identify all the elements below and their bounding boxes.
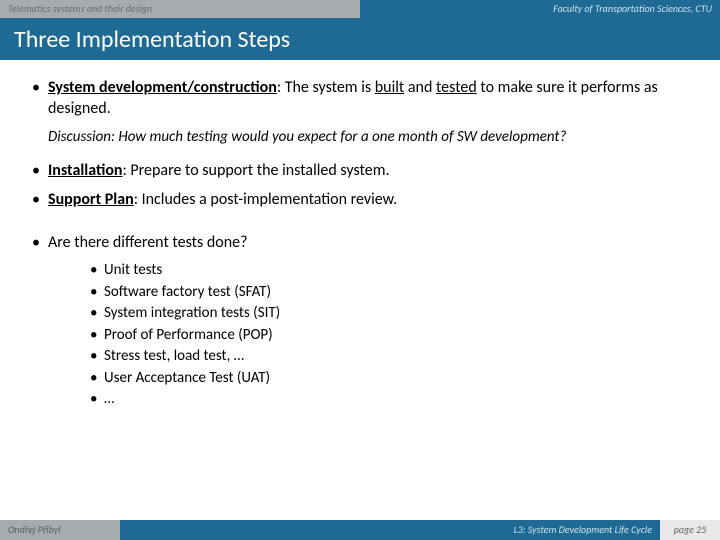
bullet-1-u2: tested — [436, 78, 477, 97]
footer-author: Ondřej Přibyl — [0, 520, 120, 540]
bullet-3-label: Support Plan — [48, 190, 134, 209]
bullet-1-u1: built — [375, 78, 405, 97]
sub-item-4a: Stress test, load test, … — [90, 347, 690, 367]
footer-lecture: L3: System Development Life Cycle — [120, 520, 660, 540]
bullet-4: Are there different tests done? — [30, 233, 690, 254]
header-bar: Telematics systems and their design Facu… — [0, 0, 720, 18]
slide-content: System development/construction: The sys… — [0, 60, 720, 410]
bullet-1-mid: and — [404, 78, 436, 97]
sub-list: Unit tests Software factory test (SFAT) … — [30, 261, 690, 410]
bullet-2: Installation: Prepare to support the ins… — [30, 161, 690, 182]
sub-item-3: System integration tests (SIT) — [90, 304, 690, 324]
slide-title: Three Implementation Steps — [0, 18, 720, 60]
bullet-4-text: Are there different tests done? — [48, 233, 248, 252]
footer-bar: Ondřej Přibyl L3: System Development Lif… — [0, 520, 720, 540]
bullet-3-text: : Includes a post-implementation review. — [134, 190, 397, 209]
bullet-3: Support Plan: Includes a post-implementa… — [30, 190, 690, 211]
sub-item-6: … — [90, 390, 690, 410]
sub-item-5: User Acceptance Test (UAT) — [90, 369, 690, 389]
sub-item-2: Software factory test (SFAT) — [90, 283, 690, 303]
bullet-1: System development/construction: The sys… — [30, 78, 690, 120]
header-right: Faculty of Transportation Sciences, CTU — [360, 0, 720, 18]
sub-item-4: Proof of Performance (POP) — [90, 326, 690, 346]
bullet-1-text: : The system is — [277, 78, 375, 97]
header-left: Telematics systems and their design — [0, 0, 360, 18]
discussion-text: Discussion: How much testing would you e… — [30, 128, 690, 148]
bullet-2-label: Installation — [48, 161, 123, 180]
sub-item-1: Unit tests — [90, 261, 690, 281]
bullet-1-label: System development/construction — [48, 78, 277, 97]
footer-page: page 25 — [660, 520, 720, 540]
bullet-2-text: : Prepare to support the installed syste… — [123, 161, 390, 180]
